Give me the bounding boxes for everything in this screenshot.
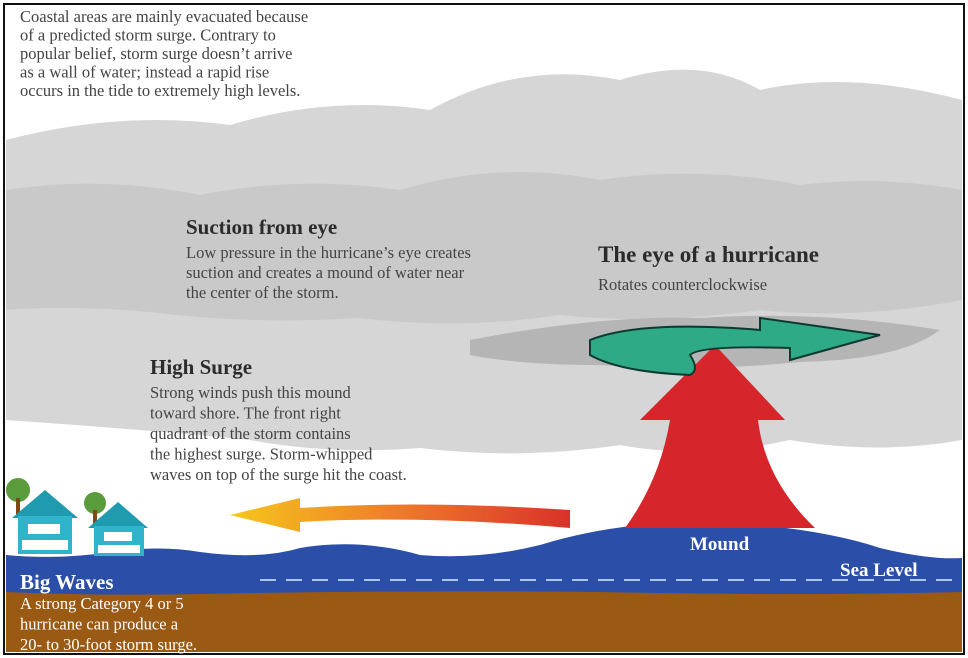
text-line: toward shore. The front right	[150, 404, 341, 423]
text-line: A strong Category 4 or 5	[20, 594, 184, 613]
waves-text: A strong Category 4 or 5 hurricane can pr…	[20, 594, 197, 654]
text-line: as a wall of water; instead a rapid rise	[20, 63, 269, 82]
text-line: waves on top of the surge hit the coast.	[150, 465, 407, 484]
text-line: of a predicted storm surge. Contrary to	[20, 26, 276, 45]
text-line: the highest surge. Storm-whipped	[150, 445, 373, 464]
text-line: occurs in the tide to extremely high lev…	[20, 81, 300, 100]
text-line: quadrant of the storm contains	[150, 424, 351, 443]
text-line: Coastal areas are mainly evacuated becau…	[20, 7, 308, 26]
section-text: Rotates counterclockwise	[598, 275, 767, 294]
text-line: the center of the storm.	[186, 283, 339, 302]
text-line: popular belief, storm surge doesn’t arri…	[20, 44, 292, 63]
mound-label: Mound	[690, 534, 750, 555]
sea-level-label: Sea Level	[840, 560, 918, 581]
diagram: Coastal areas are mainly evacuated becau…	[0, 0, 968, 658]
section-title: High Surge	[150, 355, 252, 379]
text-line: hurricane can produce a	[20, 615, 179, 634]
intro-text: Coastal areas are mainly evacuated becau…	[20, 7, 308, 100]
text-line: Strong winds push this mound	[150, 383, 352, 402]
text-line: suction and creates a mound of water nea…	[186, 263, 465, 282]
section-title: Big Waves	[20, 570, 114, 594]
text-line: Low pressure in the hurricane’s eye crea…	[186, 243, 471, 262]
section-title: Suction from eye	[186, 215, 337, 239]
text-line: 20- to 30-foot storm surge.	[20, 635, 197, 654]
section-title: The eye of a hurricane	[598, 242, 819, 267]
